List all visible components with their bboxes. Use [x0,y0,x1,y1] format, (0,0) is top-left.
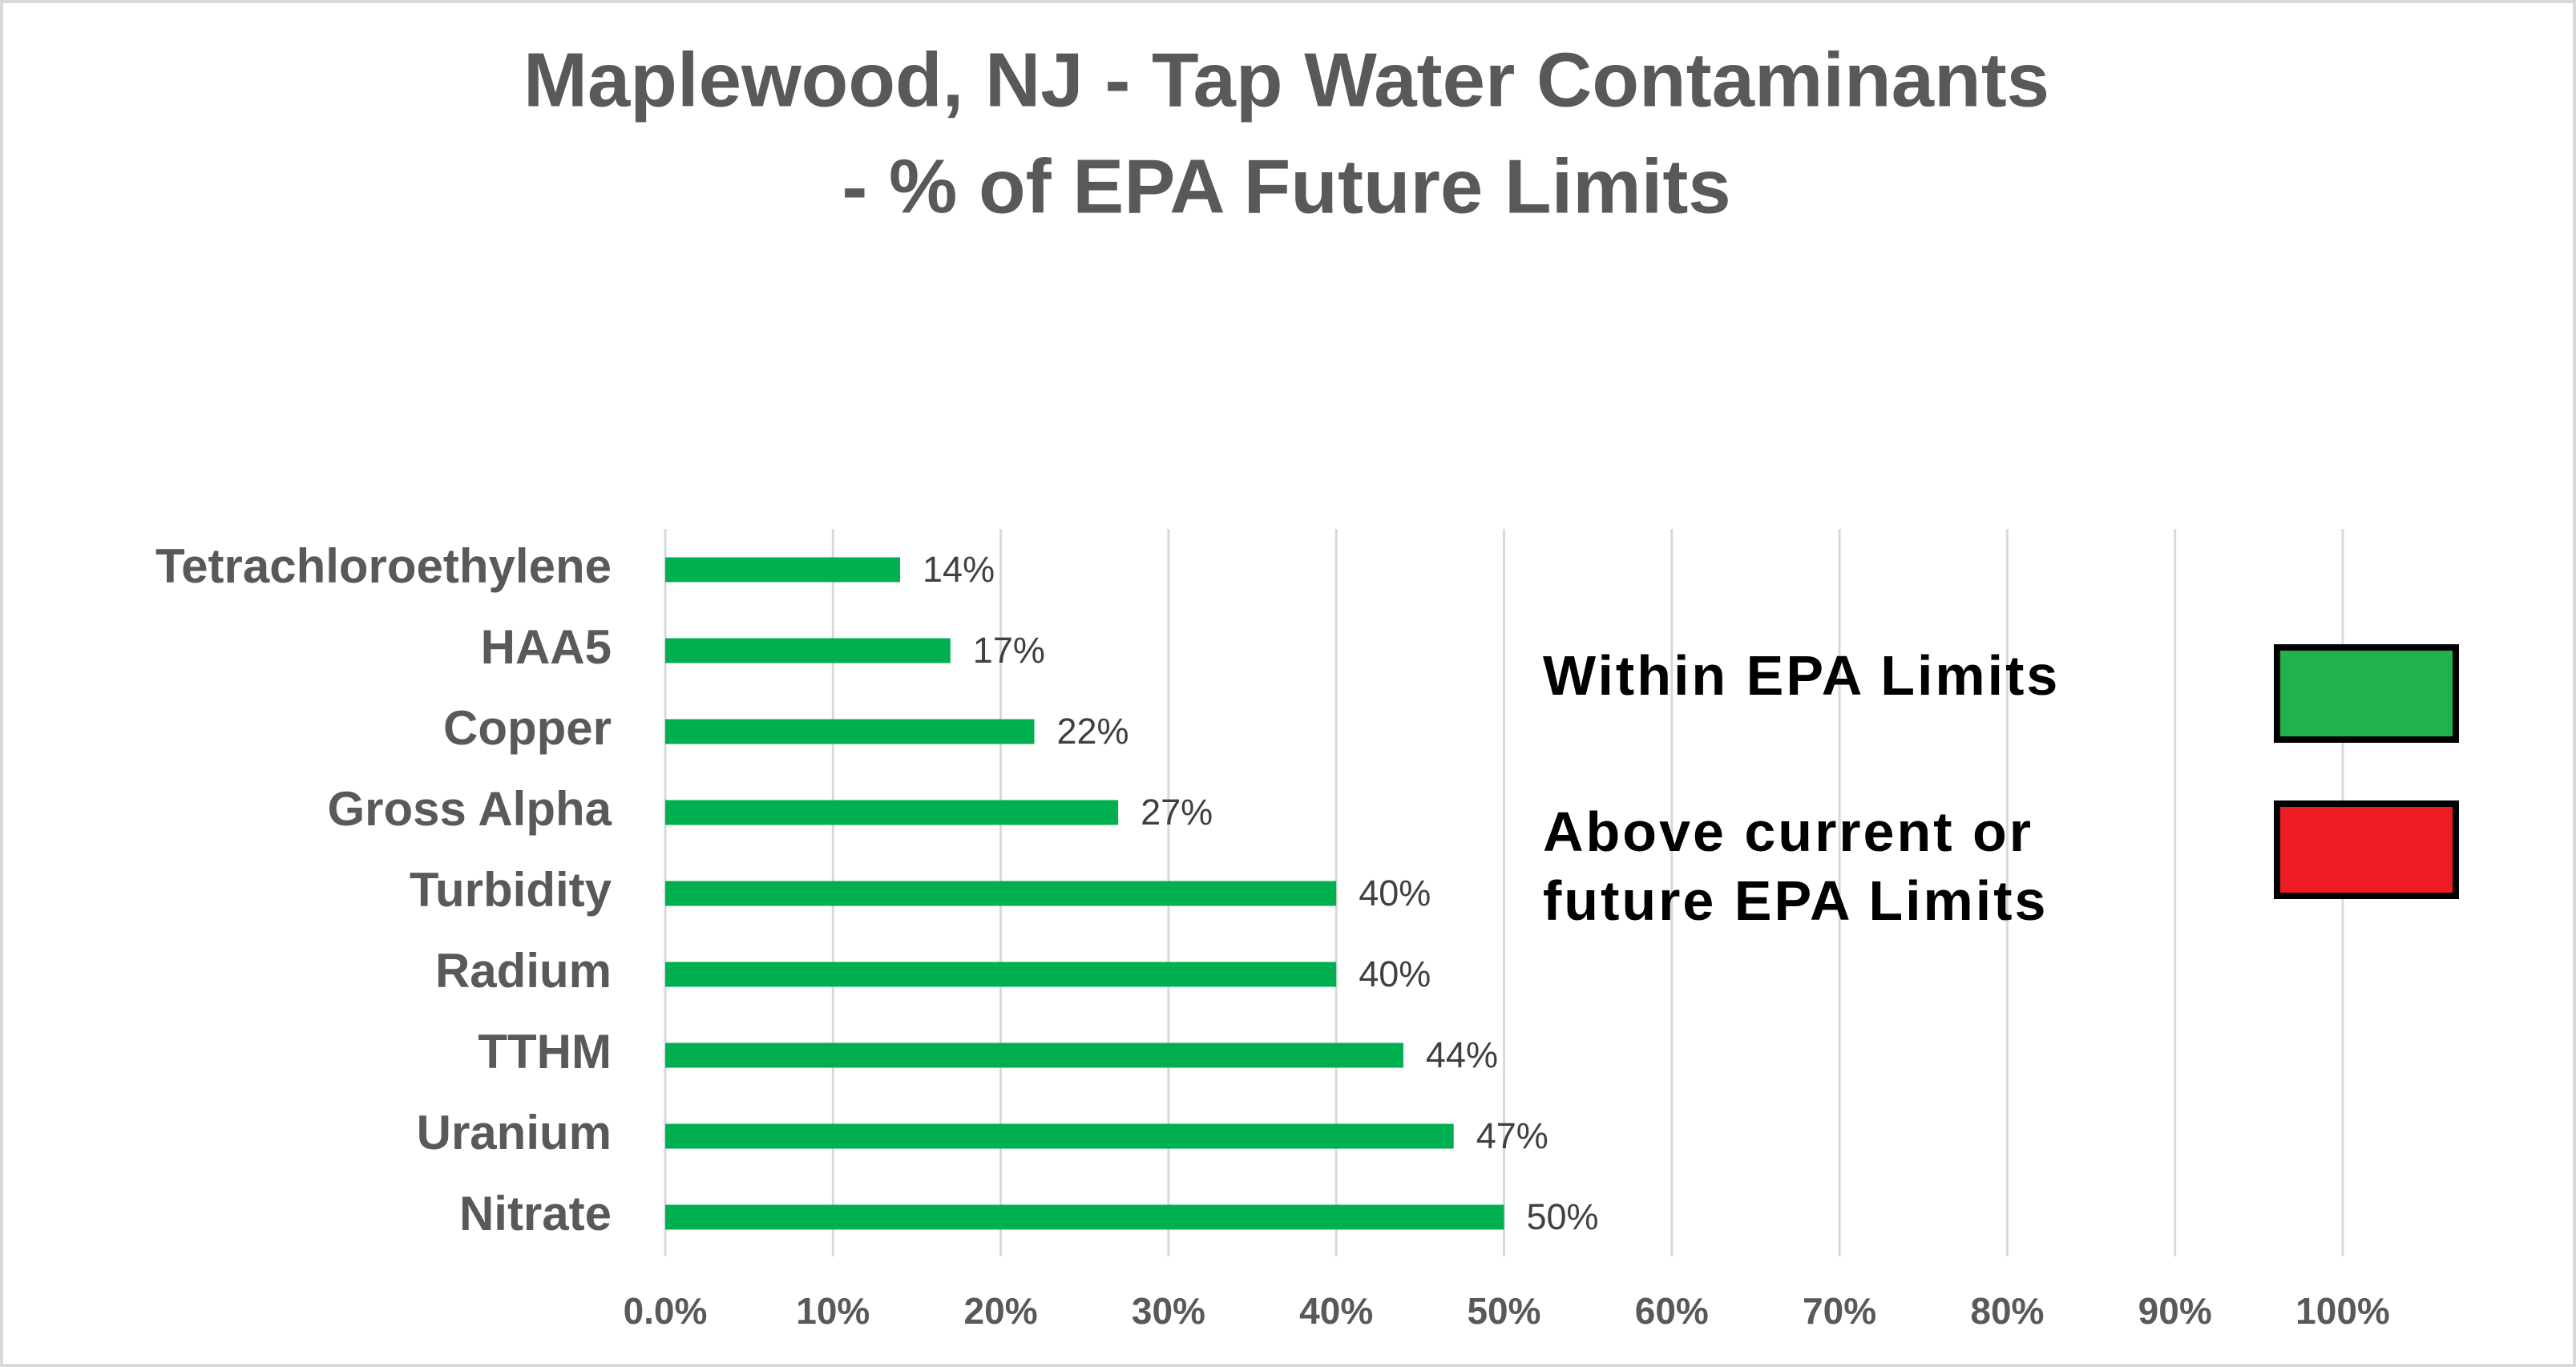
value-label: 44% [1426,1034,1498,1075]
bar [665,1123,1454,1149]
x-tick-label: 30% [1132,1290,1205,1332]
legend-swatch [2274,800,2459,899]
chart-subtitle: - % of EPA Future Limits [842,143,1730,229]
bar [665,800,1119,825]
value-label: 40% [1359,873,1431,913]
x-tick-label: 100% [2295,1290,2390,1332]
x-tick-label: 80% [1970,1290,2044,1332]
y-tick-label: Tetrachloroethylene [155,539,612,593]
bar [665,557,901,583]
y-tick-label: Radium [435,944,612,998]
value-label: 14% [923,549,995,590]
value-label: 50% [1527,1196,1599,1237]
bar [665,1204,1504,1230]
x-tick-label: 20% [964,1290,1038,1332]
value-label: 47% [1476,1115,1548,1156]
y-tick-label: TTHM [478,1025,612,1079]
y-tick-label: Gross Alpha [327,782,612,836]
y-tick-label: Turbidity [410,863,612,917]
bar [665,962,1337,987]
x-tick-label: 90% [2138,1290,2212,1332]
bar [665,719,1035,744]
x-tick-label: 10% [796,1290,870,1332]
bar [665,638,951,663]
legend-label: Above current or future EPA Limits [1543,800,2049,932]
x-tick-label: 70% [1803,1290,1876,1332]
legend-label: Within EPA Limits [1543,644,2061,707]
value-label: 40% [1359,954,1431,994]
x-tick-label: 0.0% [624,1290,708,1332]
legend-swatch [2274,644,2459,743]
value-label: 17% [973,630,1045,671]
bar [665,881,1337,906]
chart-title: Maplewood, NJ - Tap Water Contaminants [523,37,2049,123]
value-label: 22% [1056,711,1129,752]
y-tick-label: Nitrate [459,1187,612,1240]
x-tick-label: 50% [1467,1290,1540,1332]
x-tick-label: 40% [1299,1290,1373,1332]
y-tick-label: Copper [443,701,612,755]
y-tick-label: HAA5 [481,620,612,674]
y-tick-label: Uranium [417,1106,612,1159]
x-tick-label: 60% [1635,1290,1709,1332]
bar [665,1042,1403,1068]
value-label: 27% [1141,792,1213,833]
